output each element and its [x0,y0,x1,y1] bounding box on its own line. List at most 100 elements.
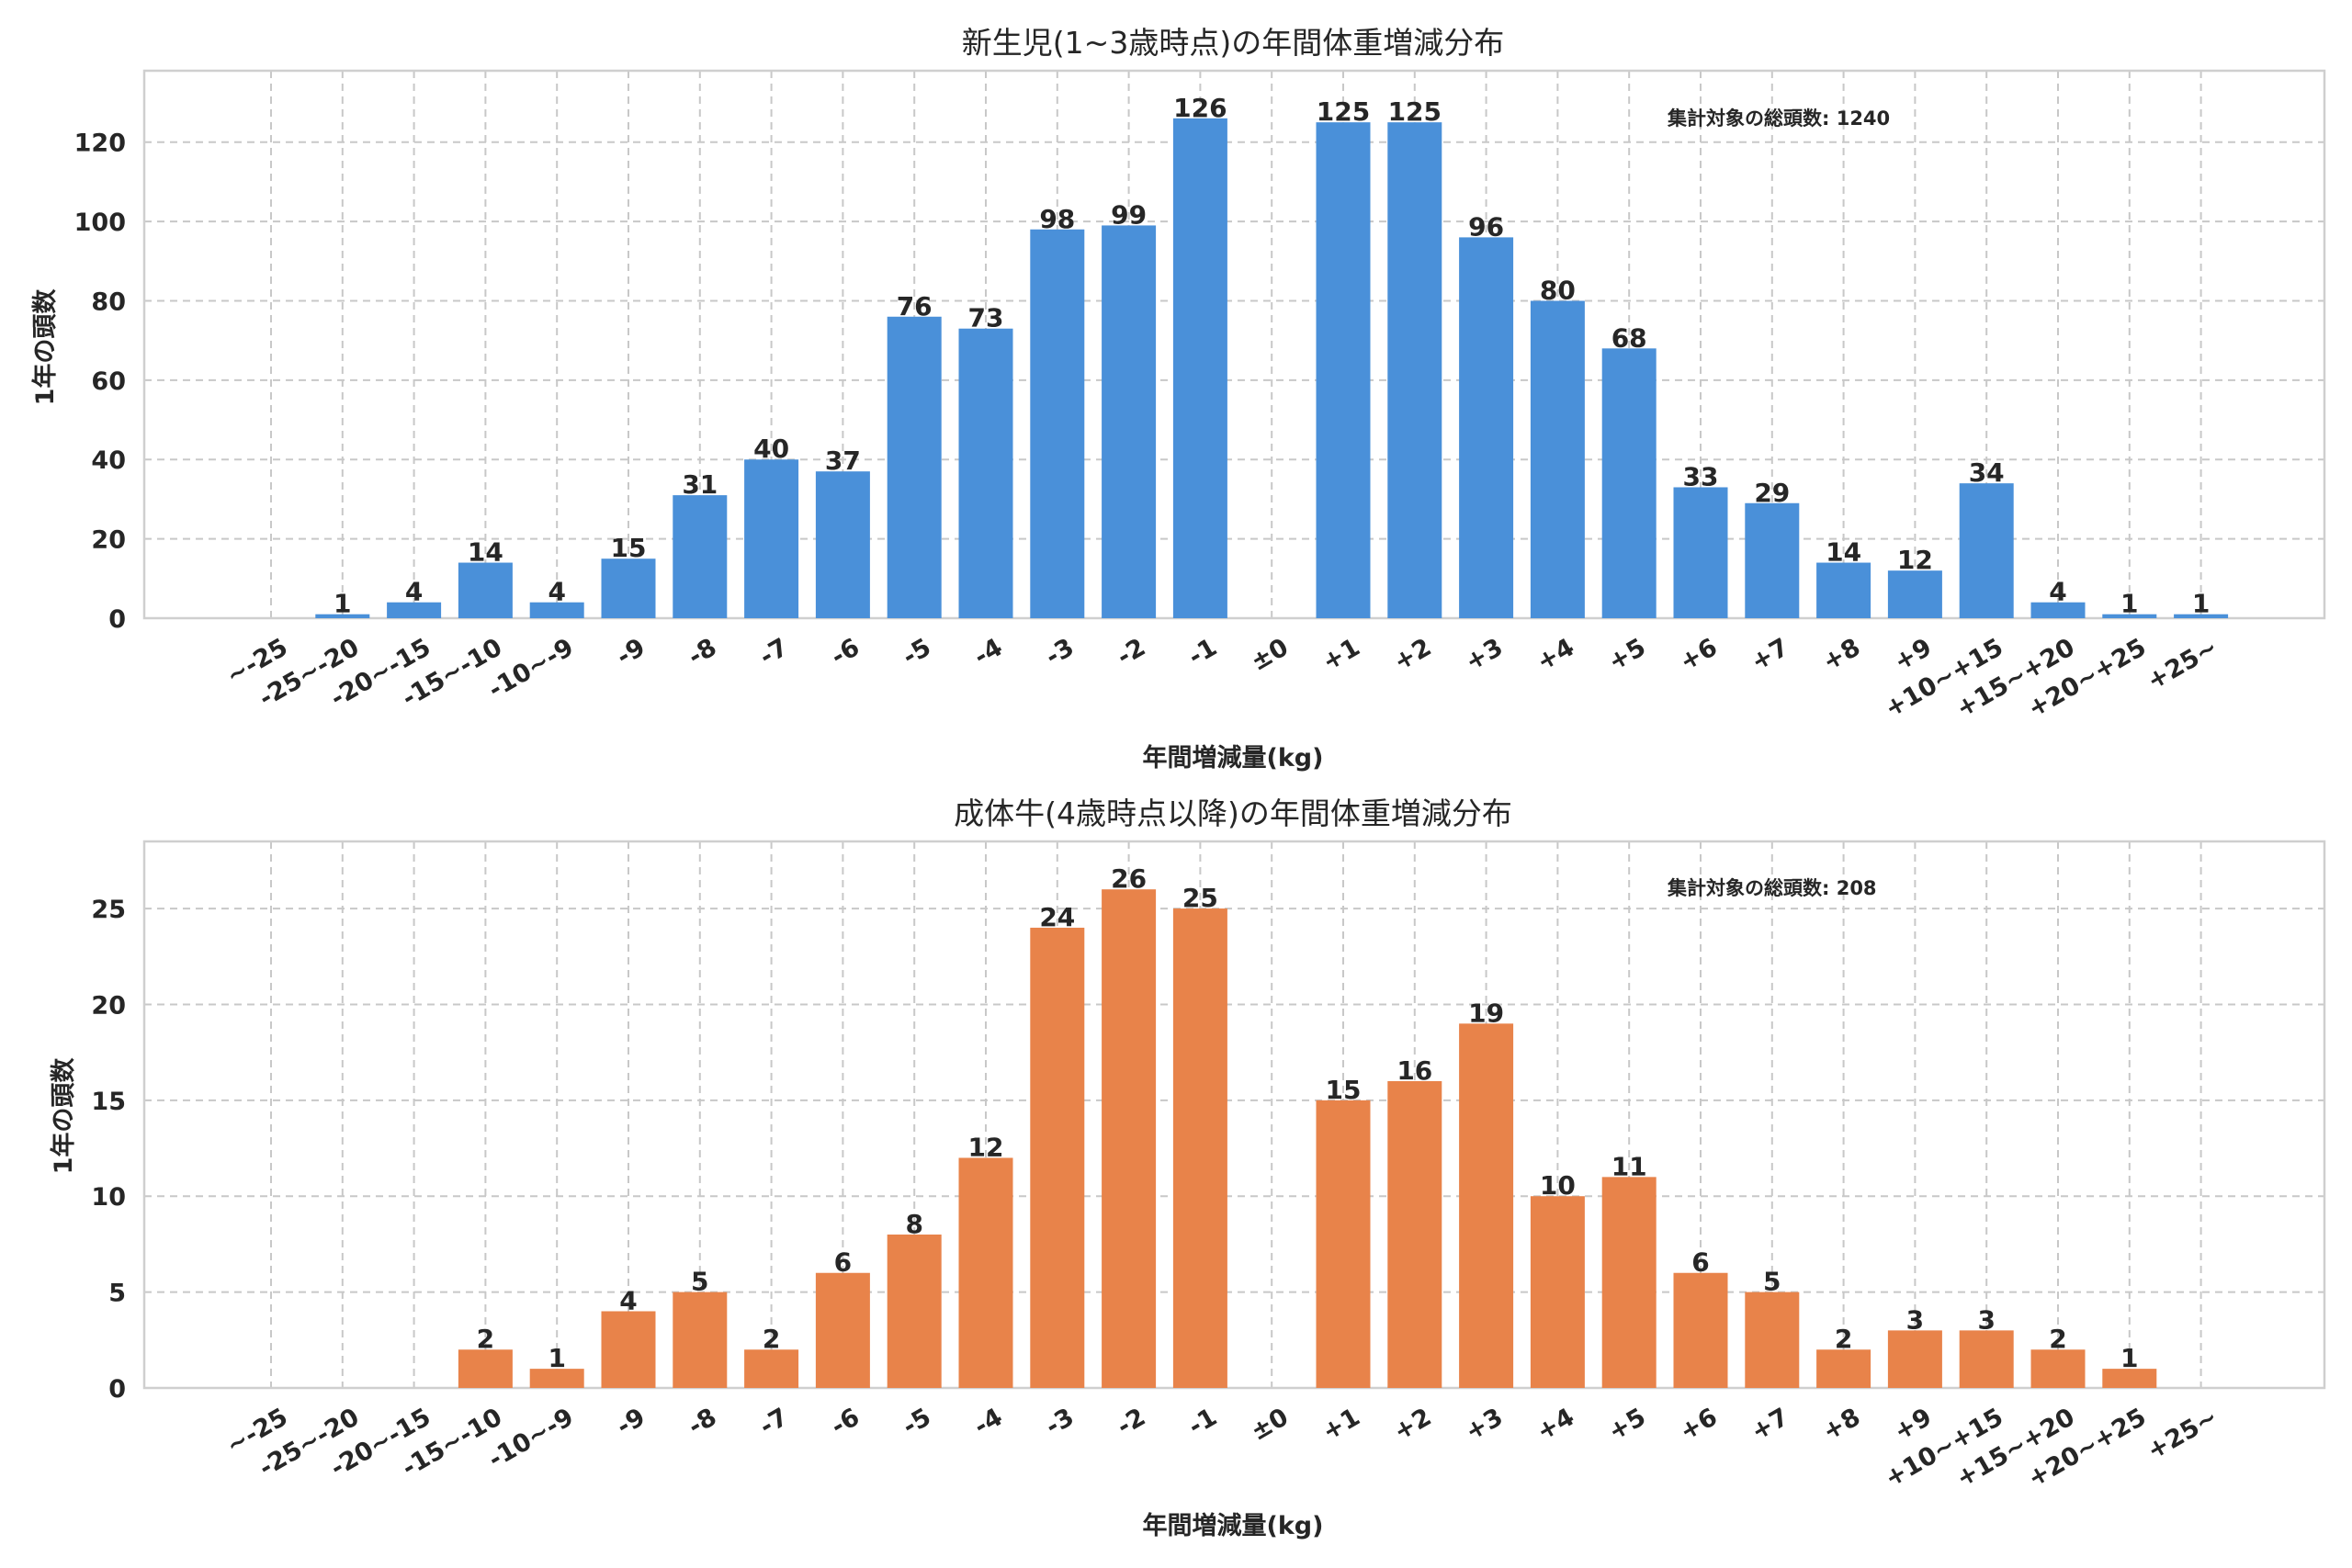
bar [1745,502,1800,618]
bar [2030,1349,2086,1388]
x-tick-label: +25~ [2143,633,2222,695]
y-tick-label: 20 [91,526,126,555]
y-tick-label: 10 [91,1183,126,1212]
data-label: 40 [753,434,789,464]
data-label: 2 [763,1324,780,1354]
y-tick-label: 5 [108,1280,126,1308]
x-tick-label: +6 [1675,633,1722,677]
bar [1172,908,1227,1388]
bar [458,1349,513,1388]
x-tick-label: -3 [1041,1403,1079,1441]
bar [387,602,442,618]
data-label: 26 [1111,863,1147,894]
data-label: 2 [1835,1324,1852,1354]
y-tick-label: 80 [91,288,126,316]
data-label: 98 [1039,204,1075,234]
x-tick-label: -1 [1183,1403,1221,1441]
bar [315,614,370,618]
data-label: 16 [1396,1055,1432,1086]
x-tick-label: +4 [1532,1403,1579,1447]
y-tick-label: 60 [91,367,126,396]
bar [1673,487,1728,618]
bar [958,328,1013,618]
data-label: 80 [1540,275,1576,305]
x-tick-label: +8 [1818,1403,1865,1447]
bar [458,562,513,618]
bar [1316,1100,1371,1388]
bar [1459,1023,1514,1388]
x-tick-label: -5 [898,633,935,671]
chart-title: 新生児(1~3歳時点)の年間体重増減分布 [962,25,1504,61]
y-tick-label: 20 [91,991,126,1020]
x-tick-label: +2 [1389,1403,1436,1447]
bar [529,1369,584,1388]
y-tick-label: 40 [91,446,126,475]
bar [1387,122,1442,619]
x-tick-label: +25~ [2143,1403,2222,1465]
data-label: 12 [1897,545,1933,575]
y-tick-label: 25 [91,896,126,924]
x-axis-label: 年間増減量(kg) [1143,743,1324,773]
y-tick-label: 0 [108,1375,126,1404]
bar [815,1272,870,1388]
x-tick-label: -8 [684,1403,721,1441]
bar [887,1234,942,1388]
x-tick-label: +6 [1675,1403,1722,1447]
x-axis-label: 年間増減量(kg) [1143,1511,1324,1540]
data-label: 24 [1039,902,1075,932]
bar [744,459,799,618]
plot-frame [142,840,2326,1390]
bar [1745,1292,1800,1388]
bar [958,1157,1013,1388]
bar [1887,570,1942,618]
x-tick-label: -5 [898,1403,935,1441]
x-tick-label: ±0 [1246,633,1293,677]
data-label: 37 [825,446,861,476]
bar [601,1311,656,1388]
x-tick-label: -1 [1183,633,1221,671]
data-label: 1 [2120,589,2138,619]
bar [744,1349,799,1388]
total-count-annotation: 集計対象の総頭数: 1240 [1667,107,1890,130]
data-label: 96 [1468,211,1504,242]
data-label: 76 [897,291,933,321]
x-tick-label: -3 [1041,633,1079,671]
x-tick-label: +3 [1461,1403,1508,1447]
data-label: 5 [1763,1267,1781,1297]
x-tick-label: +3 [1461,633,1508,677]
data-label: 15 [611,533,647,563]
x-tick-label: -9 [612,1403,650,1441]
data-label: 25 [1182,883,1218,913]
data-label: 68 [1611,322,1647,353]
x-tick-label: +7 [1747,633,1793,677]
bar [2174,614,2229,618]
x-tick-label: +1 [1317,1403,1364,1447]
data-label: 4 [619,1285,637,1315]
data-label: 19 [1468,998,1504,1028]
data-label: 2 [477,1324,494,1354]
bar [1530,1196,1585,1388]
data-label: 31 [682,469,718,500]
data-label: 6 [1691,1247,1709,1278]
data-label: 14 [1826,537,1861,568]
bar [1816,562,1871,618]
y-tick-label: 120 [74,130,126,158]
x-tick-label: -4 [969,633,1007,671]
plot-frame [142,69,2326,620]
bar [1959,1330,2014,1388]
data-label: 29 [1754,478,1790,508]
data-label: 6 [834,1247,852,1278]
data-label: 3 [1906,1304,1924,1335]
data-label: 11 [1611,1151,1647,1181]
data-label: 10 [1540,1170,1576,1201]
chart-title: 成体牛(4歳時点以降)の年間体重増減分布 [954,795,1512,831]
x-tick-label: -7 [755,633,793,671]
data-label: 1 [334,589,351,619]
x-tick-label: -6 [826,1403,864,1441]
bar [2030,602,2086,618]
bar [1959,483,2014,618]
data-label: 4 [2049,577,2066,607]
data-label: 126 [1173,93,1227,123]
bar [1887,1330,1942,1388]
data-label: 3 [1977,1304,1995,1335]
